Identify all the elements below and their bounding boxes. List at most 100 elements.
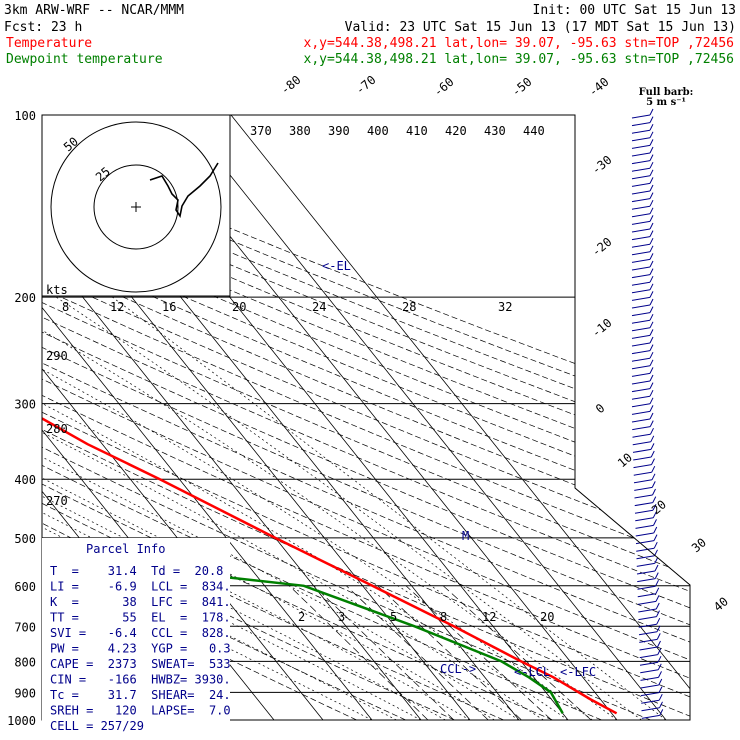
wind-barb	[631, 258, 651, 263]
wind-barb	[650, 427, 654, 435]
wind-barb	[649, 146, 654, 154]
wind-barb	[631, 372, 651, 377]
dry-adiabat-line	[42, 115, 357, 720]
wind-barb	[649, 321, 654, 329]
wind-barb	[631, 380, 651, 385]
wind-barb	[649, 253, 654, 260]
parcel-info-row: K = 38 LFC = 841.	[50, 595, 231, 609]
isotherm-line	[42, 115, 373, 720]
wind-barb	[641, 714, 660, 719]
isotherm-label: -60	[431, 75, 457, 100]
wind-barb	[656, 633, 661, 640]
dry-adiabat-line	[42, 115, 690, 720]
wind-barb	[635, 532, 654, 537]
wind-barb	[640, 684, 659, 689]
isotherm-label: -20	[589, 235, 615, 260]
wind-barb	[639, 661, 659, 666]
hodo-speed-label: 12	[110, 300, 124, 314]
dew-legend-info: x,y=544.38,498.21 lat,lon= 39.07, -95.63…	[304, 52, 734, 67]
wind-barb	[636, 570, 656, 575]
wind-barb	[654, 557, 659, 564]
wind-barb	[631, 129, 651, 134]
isotherm-label: 40	[711, 594, 731, 614]
temp-legend-info: x,y=544.38,498.21 lat,lon= 39.07, -95.63…	[304, 36, 734, 51]
wind-barb	[631, 114, 651, 119]
wind-barb	[631, 160, 651, 165]
wind-barb	[631, 357, 651, 362]
wind-barb	[631, 144, 651, 149]
wind-barb	[649, 116, 654, 123]
pressure-tick-label: 400	[14, 473, 36, 487]
ccl-label: CCL->	[440, 662, 476, 676]
wind-barb	[649, 374, 654, 382]
wind-barb	[634, 494, 653, 499]
wind-barb	[632, 448, 652, 453]
wind-barb	[649, 359, 654, 367]
wind-barb	[651, 465, 656, 473]
wind-barb	[649, 397, 654, 405]
theta-label: 430	[484, 124, 506, 138]
wind-barb	[634, 502, 653, 507]
theta-label: 380	[289, 124, 311, 138]
moist-adiabat-line	[55, 296, 642, 720]
wind-barb	[653, 541, 658, 549]
pressure-tick-label: 800	[14, 655, 36, 669]
dry-adiabat-line	[42, 115, 690, 720]
theta-label: 370	[250, 124, 272, 138]
wind-barb	[631, 198, 651, 203]
wind-barb	[641, 699, 660, 704]
wind-barb	[649, 184, 654, 192]
wind-barb	[640, 692, 660, 697]
init-time: Init: 00 UTC Sat 15 Jun 13	[533, 3, 737, 18]
hodo-speed-label: 24	[312, 300, 326, 314]
wind-barb	[631, 167, 651, 172]
wind-barb	[658, 686, 663, 693]
wind-barb	[631, 403, 651, 408]
isotherm-label: 30	[689, 535, 709, 555]
pressure-tick-label: 300	[14, 398, 36, 412]
wind-barb	[631, 190, 651, 195]
wind-barb	[653, 534, 658, 541]
dewpoint-line	[42, 115, 564, 714]
dry-adiabat-line	[42, 115, 690, 720]
wind-barb	[632, 441, 651, 446]
wind-barb	[649, 177, 654, 184]
wind-barb	[658, 671, 662, 678]
wind-barb	[657, 663, 662, 671]
wind-barbs	[631, 108, 664, 719]
parcel-info-row: CAPE = 2373 SWEAT= 533	[50, 657, 231, 671]
wind-barb	[632, 433, 651, 438]
wind-barb	[649, 306, 654, 313]
parcel-info-row: CIN = -166 HWBZ= 3930.	[50, 673, 231, 687]
wind-barb	[649, 139, 654, 146]
wind-barb	[631, 327, 651, 332]
wind-barb	[658, 693, 663, 701]
wind-barb	[631, 251, 651, 256]
wind-barb	[631, 137, 651, 142]
wind-barb	[649, 268, 654, 275]
moist-adiabat-line	[42, 296, 544, 720]
moist-adiabat-line	[42, 296, 520, 720]
moist-adiabat-line	[42, 296, 593, 720]
wind-barb	[655, 579, 659, 587]
wind-barb	[657, 640, 661, 648]
wind-barb	[649, 313, 654, 321]
wind-barb	[631, 410, 651, 415]
isotherm-label: -40	[586, 75, 612, 100]
pressure-tick-label: 1000	[7, 714, 36, 728]
hodo-speed-label: 32	[498, 300, 512, 314]
wind-barb	[631, 236, 651, 241]
wind-barb	[631, 342, 651, 347]
wind-barb	[655, 587, 660, 595]
wind-barb	[631, 205, 651, 210]
mixing-ratio-label: 8	[440, 610, 447, 624]
wind-barb	[631, 182, 651, 187]
pressure-tick-label: 100	[14, 109, 36, 123]
profiles	[42, 115, 618, 715]
wind-barb	[649, 237, 654, 245]
pressure-tick-label: 900	[14, 686, 36, 700]
wind-barb	[631, 266, 651, 271]
wind-barb	[637, 578, 656, 583]
wind-barb	[634, 486, 653, 491]
